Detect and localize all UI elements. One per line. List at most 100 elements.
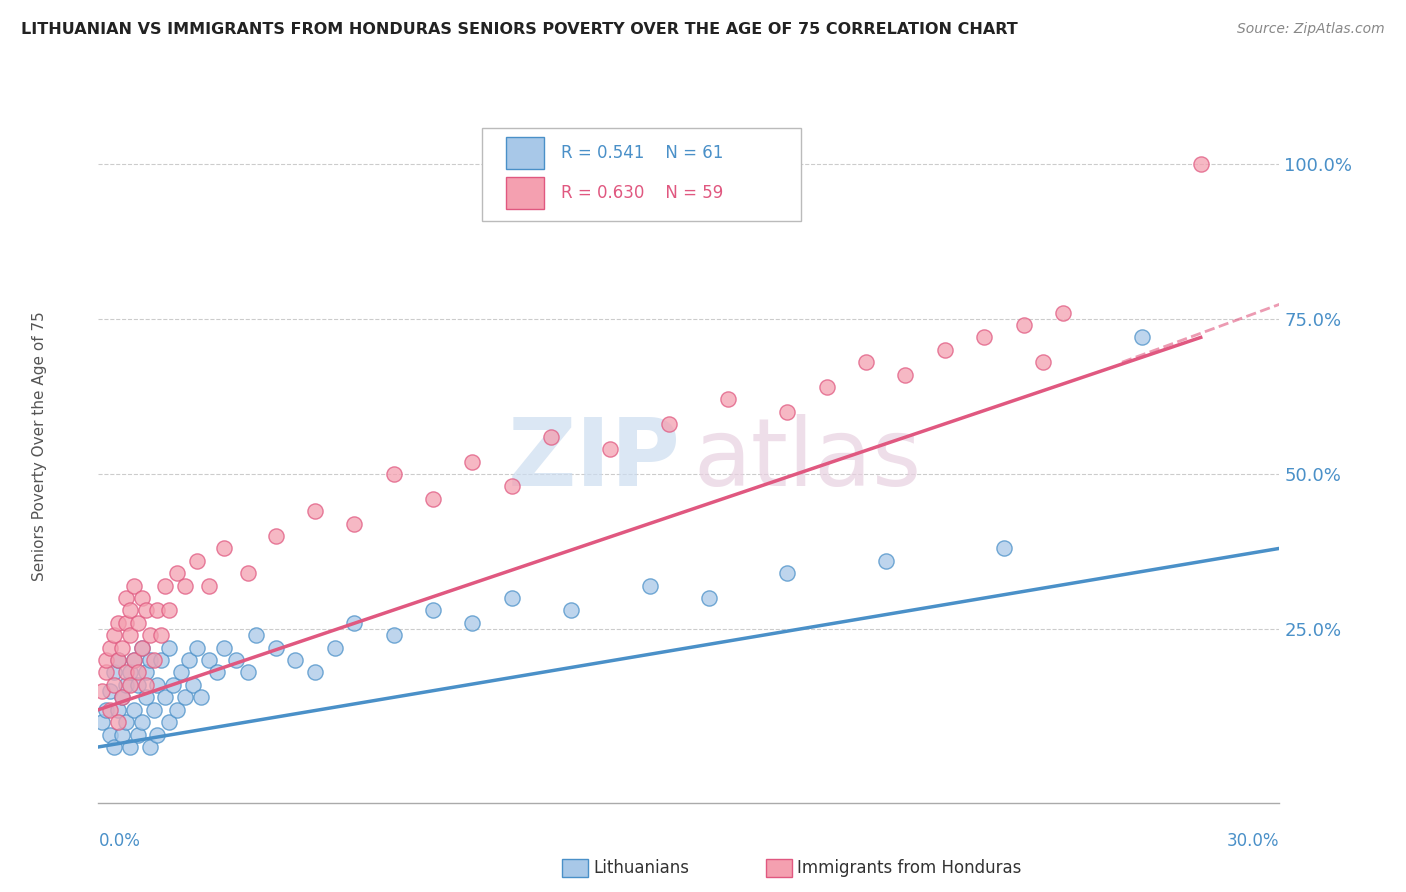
- Point: [146, 678, 169, 692]
- Text: LITHUANIAN VS IMMIGRANTS FROM HONDURAS SENIORS POVERTY OVER THE AGE OF 75 CORREL: LITHUANIAN VS IMMIGRANTS FROM HONDURAS S…: [21, 22, 1018, 37]
- Point: [131, 640, 153, 655]
- Point: [107, 653, 129, 667]
- Point: [96, 703, 118, 717]
- Point: [138, 653, 160, 667]
- Point: [157, 715, 180, 730]
- Point: [122, 653, 145, 667]
- Point: [186, 640, 208, 655]
- Point: [115, 615, 138, 630]
- Point: [127, 665, 149, 680]
- Point: [135, 690, 157, 705]
- Point: [170, 665, 193, 680]
- Point: [142, 703, 165, 717]
- Point: [1189, 156, 1212, 170]
- Point: [118, 678, 141, 692]
- Point: [304, 504, 326, 518]
- Point: [1052, 305, 1074, 319]
- Point: [284, 653, 307, 667]
- Point: [214, 541, 236, 556]
- Point: [181, 678, 204, 692]
- Point: [1012, 318, 1035, 332]
- Point: [697, 591, 720, 605]
- Point: [107, 715, 129, 730]
- Point: [115, 715, 138, 730]
- Point: [501, 591, 523, 605]
- Point: [934, 343, 956, 357]
- Point: [111, 690, 134, 705]
- Point: [96, 665, 118, 680]
- Point: [150, 628, 173, 642]
- Text: 0.0%: 0.0%: [98, 831, 141, 849]
- Point: [304, 665, 326, 680]
- Point: [135, 603, 157, 617]
- Point: [560, 603, 582, 617]
- Point: [422, 603, 444, 617]
- Point: [127, 615, 149, 630]
- Point: [186, 554, 208, 568]
- Point: [815, 380, 838, 394]
- Point: [107, 703, 129, 717]
- Point: [111, 640, 134, 655]
- Point: [973, 330, 995, 344]
- Point: [122, 703, 145, 717]
- Bar: [506, 177, 544, 209]
- FancyBboxPatch shape: [482, 128, 801, 221]
- Point: [111, 690, 134, 705]
- Point: [894, 368, 917, 382]
- Point: [501, 479, 523, 493]
- Point: [214, 640, 236, 655]
- Point: [115, 678, 138, 692]
- Point: [382, 628, 405, 642]
- Point: [103, 678, 125, 692]
- Point: [131, 640, 153, 655]
- Point: [131, 591, 153, 605]
- Point: [264, 529, 287, 543]
- Point: [127, 727, 149, 741]
- Point: [146, 603, 169, 617]
- Point: [138, 739, 160, 754]
- Point: [190, 690, 212, 705]
- Point: [205, 665, 228, 680]
- Text: R = 0.541    N = 61: R = 0.541 N = 61: [561, 144, 724, 161]
- Point: [135, 665, 157, 680]
- Text: Immigrants from Honduras: Immigrants from Honduras: [797, 859, 1022, 877]
- Point: [146, 727, 169, 741]
- Text: 30.0%: 30.0%: [1227, 831, 1279, 849]
- Point: [150, 653, 173, 667]
- Point: [1130, 330, 1153, 344]
- Point: [875, 554, 897, 568]
- Point: [993, 541, 1015, 556]
- Text: atlas: atlas: [693, 414, 921, 507]
- Point: [658, 417, 681, 432]
- Point: [855, 355, 877, 369]
- Point: [225, 653, 247, 667]
- Point: [776, 566, 799, 581]
- Point: [138, 628, 160, 642]
- Point: [98, 640, 121, 655]
- Text: R = 0.630    N = 59: R = 0.630 N = 59: [561, 184, 724, 202]
- Point: [236, 665, 259, 680]
- Point: [638, 579, 661, 593]
- Point: [98, 684, 121, 698]
- Point: [103, 665, 125, 680]
- Point: [177, 653, 200, 667]
- Point: [323, 640, 346, 655]
- Point: [98, 703, 121, 717]
- Point: [122, 653, 145, 667]
- Point: [343, 615, 366, 630]
- Point: [115, 591, 138, 605]
- Point: [96, 653, 118, 667]
- Point: [174, 690, 197, 705]
- Point: [103, 628, 125, 642]
- Point: [264, 640, 287, 655]
- Point: [166, 566, 188, 581]
- Point: [115, 665, 138, 680]
- Text: Lithuanians: Lithuanians: [593, 859, 689, 877]
- Point: [236, 566, 259, 581]
- Text: ZIP: ZIP: [508, 414, 681, 507]
- Text: Source: ZipAtlas.com: Source: ZipAtlas.com: [1237, 22, 1385, 37]
- Point: [131, 715, 153, 730]
- Point: [118, 665, 141, 680]
- Point: [103, 739, 125, 754]
- Point: [155, 579, 177, 593]
